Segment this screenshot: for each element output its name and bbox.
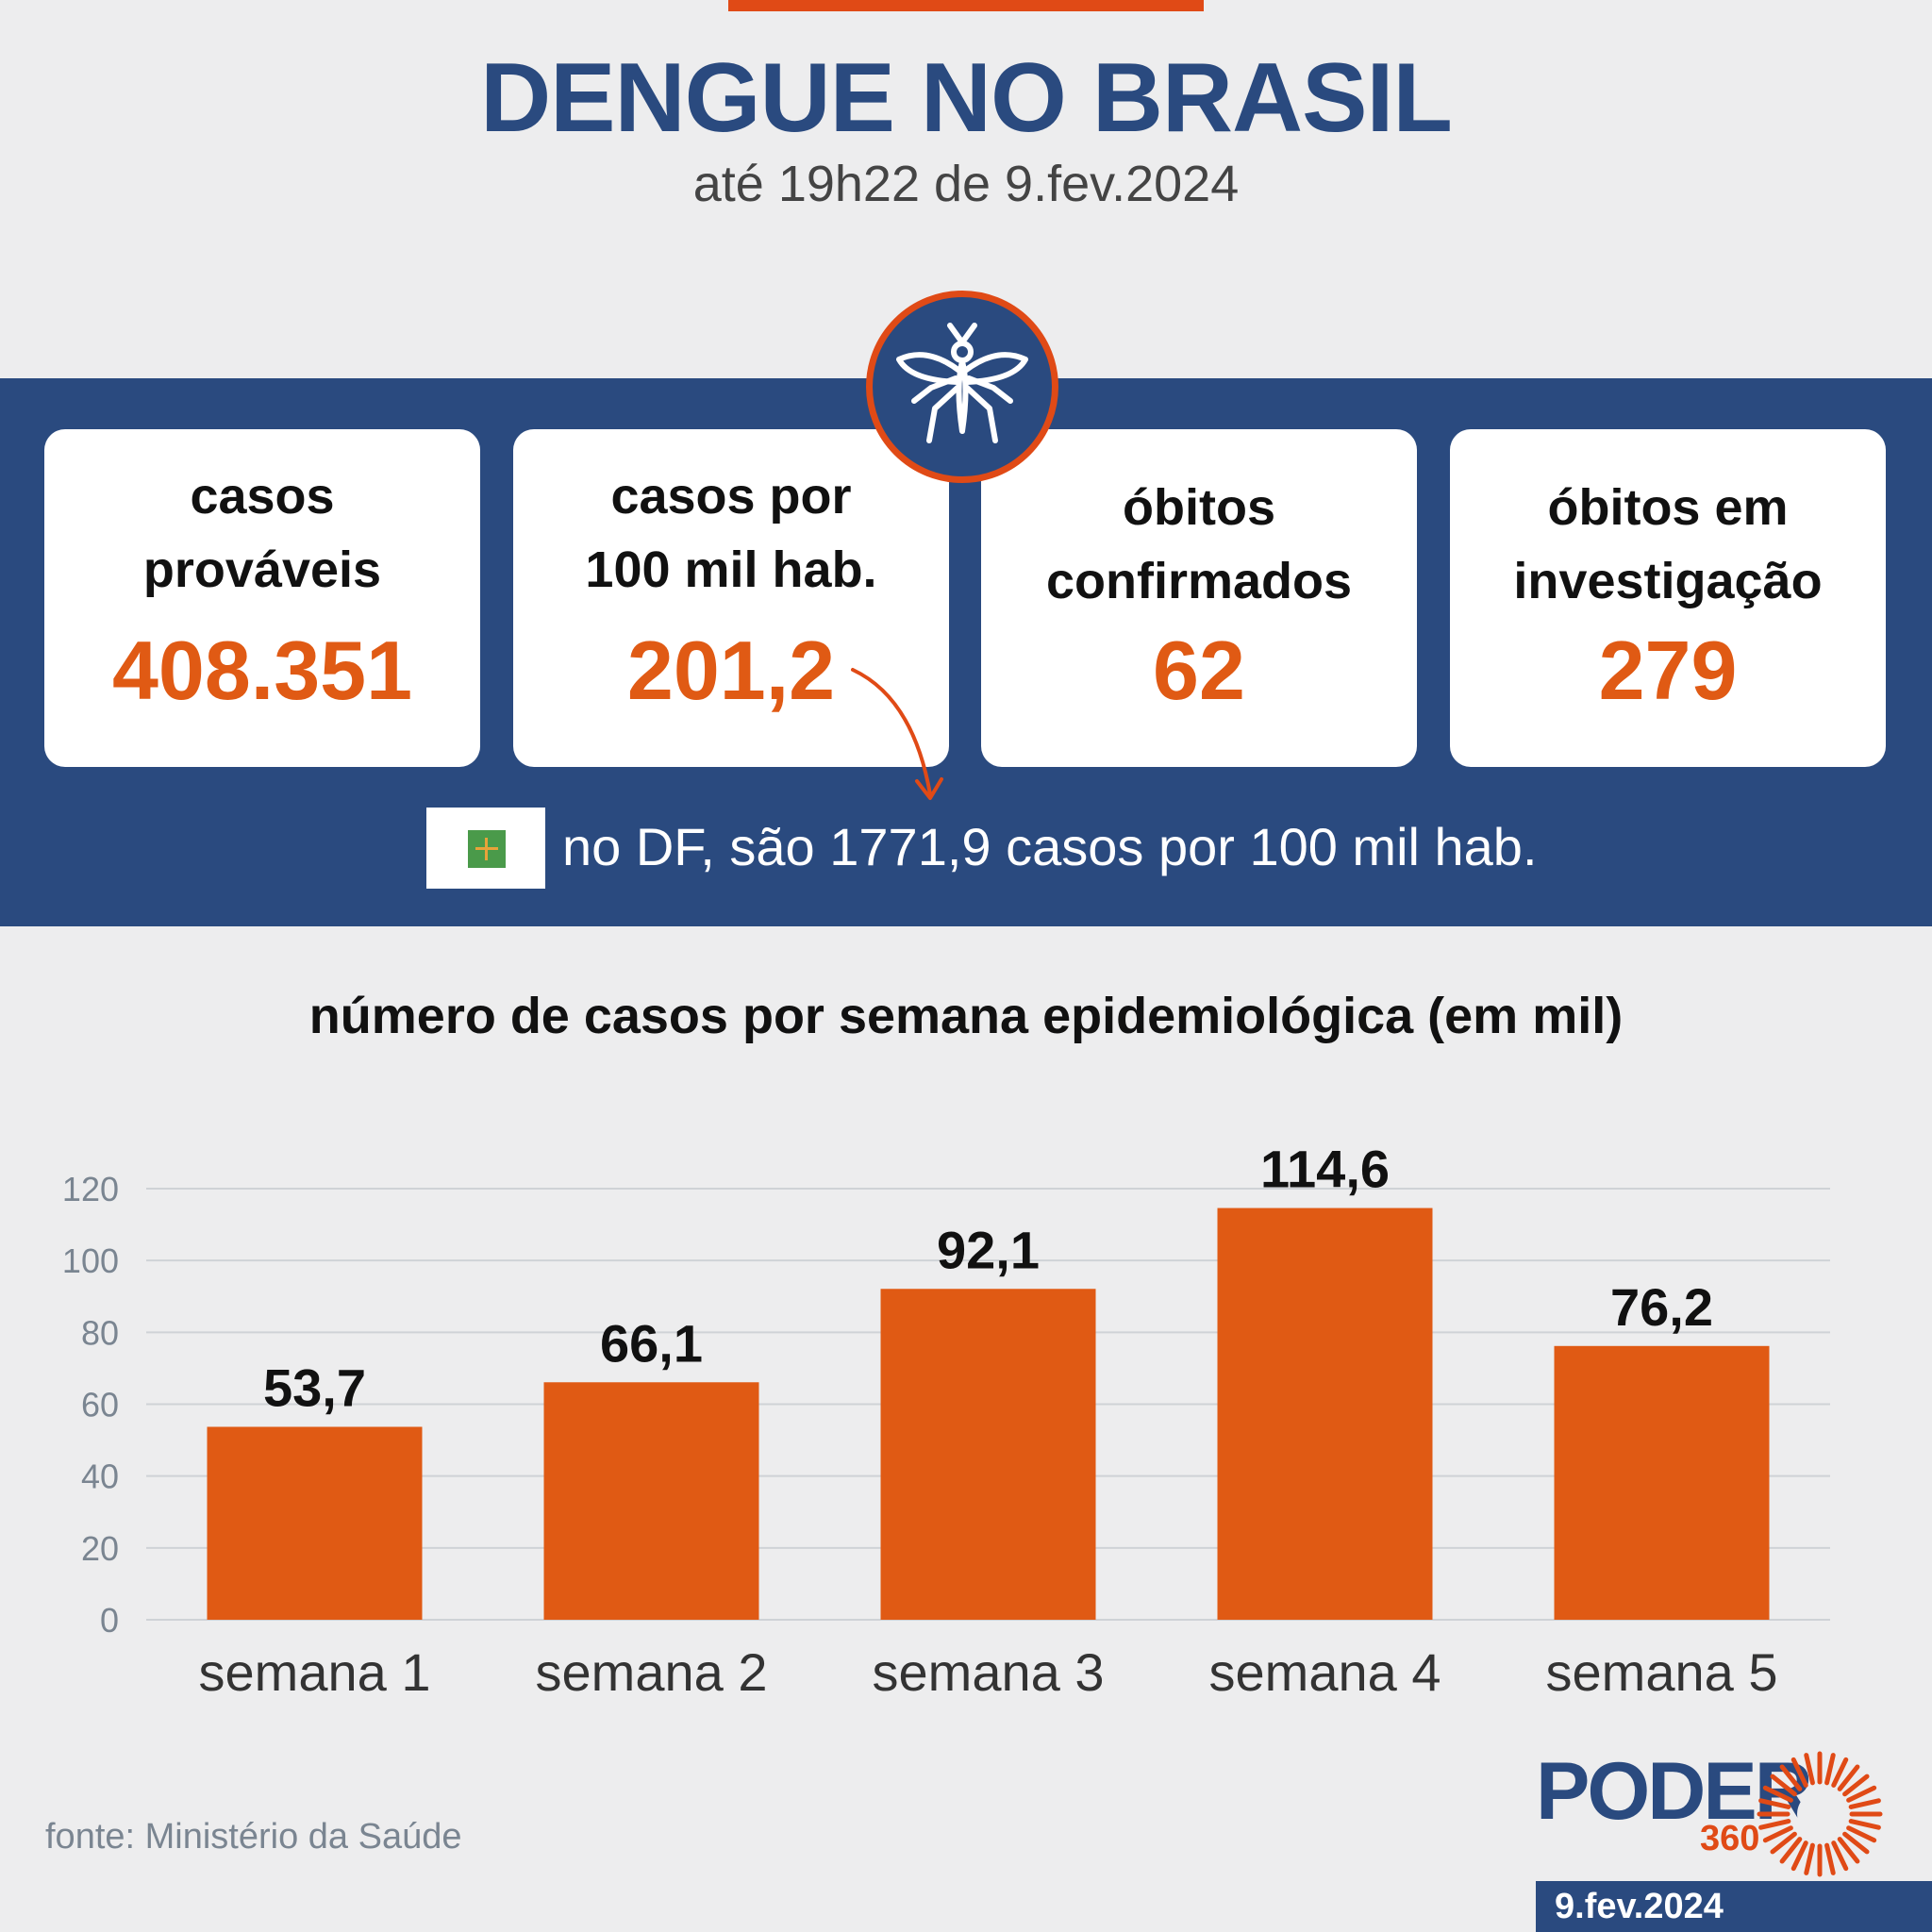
logo-word: PODER bbox=[1536, 1746, 1813, 1837]
date-badge: 9.fev.2024 bbox=[1536, 1881, 1932, 1932]
df-flag-icon bbox=[426, 808, 545, 889]
x-tick-label: semana 5 bbox=[1546, 1642, 1778, 1702]
stat-card-probable-cases: casos prováveis 408.351 bbox=[44, 429, 480, 767]
bar-value-label: 66,1 bbox=[600, 1313, 703, 1373]
x-tick-label: semana 4 bbox=[1209, 1642, 1441, 1702]
stat-card-cases-per-100k: casos por 100 mil hab. 201,2 bbox=[513, 429, 949, 767]
stat-card-confirmed-deaths: óbitos confirmados 62 bbox=[981, 429, 1417, 767]
stat-label: casos por 100 mil hab. bbox=[585, 468, 877, 598]
stat-label: óbitos confirmados bbox=[1045, 479, 1353, 609]
y-tick-label: 60 bbox=[81, 1386, 119, 1424]
bar bbox=[1554, 1345, 1770, 1620]
bar-value-label: 92,1 bbox=[937, 1220, 1040, 1279]
page-subtitle: até 19h22 de 9.fev.2024 bbox=[692, 156, 1240, 212]
stat-value: 279 bbox=[1598, 624, 1738, 717]
bar-value-label: 53,7 bbox=[263, 1357, 366, 1417]
stat-value: 408.351 bbox=[111, 624, 413, 717]
sunburst-icon bbox=[1757, 1751, 1883, 1877]
bar bbox=[207, 1426, 423, 1620]
y-tick-label: 0 bbox=[100, 1601, 119, 1640]
bar-value-label: 76,2 bbox=[1610, 1277, 1713, 1337]
x-tick-label: semana 3 bbox=[873, 1642, 1105, 1702]
stat-value: 201,2 bbox=[626, 624, 836, 717]
bar-chart: 0 20 40 60 80 100 120 53,7 semana 1 66,1 semana 2 9… bbox=[62, 1140, 1830, 1702]
chart-title: número de casos por semana epidemiológic… bbox=[308, 988, 1624, 1044]
x-tick-label: semana 2 bbox=[536, 1642, 768, 1702]
x-tick-label: semana 1 bbox=[199, 1642, 431, 1702]
bar bbox=[1217, 1208, 1433, 1620]
y-tick-label: 120 bbox=[62, 1170, 119, 1208]
logo-number: 360 bbox=[1700, 1819, 1760, 1858]
source-note: fonte: Ministério da Saúde bbox=[45, 1817, 462, 1857]
y-tick-label: 40 bbox=[81, 1457, 119, 1496]
top-accent-bar bbox=[728, 0, 1204, 11]
stat-label: casos prováveis bbox=[142, 468, 382, 598]
y-tick-label: 100 bbox=[62, 1241, 119, 1280]
poder360-logo: PODER 360 bbox=[1532, 1746, 1890, 1877]
y-tick-label: 20 bbox=[81, 1529, 119, 1568]
stat-value: 62 bbox=[1153, 624, 1245, 717]
df-note: no DF, são 1771,9 casos por 100 mil hab. bbox=[562, 817, 1538, 876]
pointer-arrow-icon bbox=[851, 668, 943, 800]
mosquito-icon bbox=[866, 291, 1058, 483]
page-title: DENGUE NO BRASIL bbox=[480, 43, 1453, 153]
bar bbox=[880, 1289, 1096, 1620]
stat-label: óbitos em investigação bbox=[1513, 479, 1823, 609]
y-tick-label: 80 bbox=[81, 1313, 119, 1352]
bar bbox=[543, 1382, 759, 1620]
bar-value-label: 114,6 bbox=[1260, 1140, 1390, 1199]
stat-card-deaths-under-investigation: óbitos em investigação 279 bbox=[1450, 429, 1886, 767]
